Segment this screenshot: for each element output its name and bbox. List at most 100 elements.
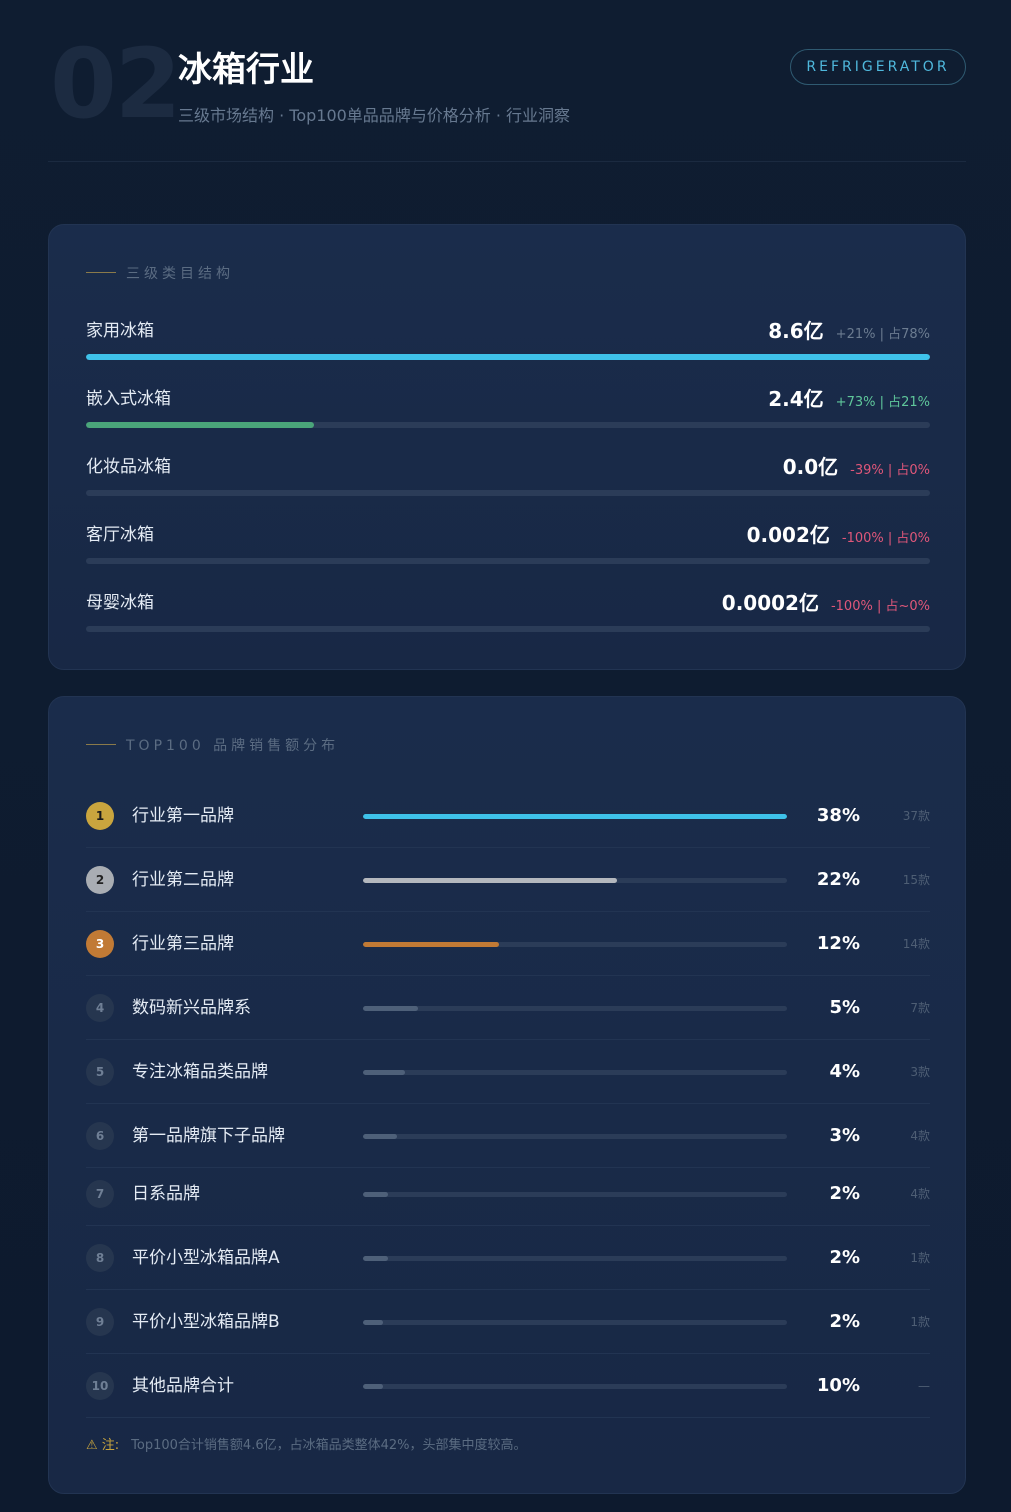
brand-share-percent: 22% bbox=[816, 869, 860, 890]
category-badge: REFRIGERATOR bbox=[790, 49, 966, 85]
category-structure-card: 三级类目结构 家用冰箱 8.6亿 +21% | 占78% 嵌入式冰箱 2.4亿 +73% … bbox=[48, 224, 966, 670]
category-sales-value: 0.002亿 bbox=[746, 523, 830, 547]
brand-sku-count: 1款 bbox=[910, 1251, 930, 1265]
brand-share-bar bbox=[363, 814, 787, 819]
brand-share-fill bbox=[363, 1320, 384, 1325]
brand-share-fill bbox=[363, 878, 618, 883]
brand-name: 平价小型冰箱品牌B bbox=[132, 1312, 280, 1332]
brand-share-fill bbox=[363, 814, 787, 819]
brand-sku-count: 4款 bbox=[910, 1129, 930, 1143]
dash-icon bbox=[86, 743, 116, 745]
category-name: 嵌入式冰箱 bbox=[86, 389, 171, 409]
brand-name: 其他品牌合计 bbox=[132, 1376, 234, 1396]
category-name: 母婴冰箱 bbox=[86, 593, 154, 613]
category-sales-value: 2.4亿 bbox=[768, 387, 824, 411]
rank-badge: 3 bbox=[86, 930, 114, 958]
brand-name: 平价小型冰箱品牌A bbox=[132, 1248, 280, 1268]
category-share-fill bbox=[86, 354, 930, 360]
rank-badge: 2 bbox=[86, 866, 114, 894]
category-share-bar bbox=[86, 354, 930, 360]
brand-row: 1 行业第一品牌 38% 37款 bbox=[86, 784, 930, 848]
brand-row: 4 数码新兴品牌系 5% 7款 bbox=[86, 976, 930, 1040]
brand-row: 10 其他品牌合计 10% — bbox=[86, 1354, 930, 1418]
category-growth-share: -100% | 占~0% bbox=[830, 599, 930, 614]
brand-share-bar bbox=[363, 942, 787, 947]
dash-icon bbox=[86, 271, 116, 273]
category-sales-value: 0.0002亿 bbox=[721, 591, 819, 615]
brand-share-bar bbox=[363, 1192, 787, 1197]
brand-name: 日系品牌 bbox=[132, 1184, 200, 1204]
section-label-text: TOP100 品牌销售额分布 bbox=[126, 738, 340, 754]
category-row: 客厅冰箱 0.002亿 -100% | 占0% bbox=[86, 522, 930, 572]
brand-share-bar bbox=[363, 1384, 787, 1389]
category-share-fill bbox=[86, 422, 314, 428]
rank-badge: 9 bbox=[86, 1308, 114, 1336]
brand-share-fill bbox=[363, 1384, 384, 1389]
brand-name: 数码新兴品牌系 bbox=[132, 998, 251, 1018]
category-sales-value: 0.0亿 bbox=[782, 455, 839, 479]
rank-badge: 1 bbox=[86, 802, 114, 830]
rank-badge: 10 bbox=[86, 1372, 114, 1400]
brand-sku-count: 37款 bbox=[902, 809, 930, 823]
brand-share-percent: 2% bbox=[829, 1247, 860, 1268]
brand-share-percent: 2% bbox=[829, 1183, 860, 1204]
brand-share-bar bbox=[363, 878, 787, 883]
section-label: TOP100 品牌销售额分布 bbox=[86, 736, 339, 756]
brand-sku-count: 15款 bbox=[902, 873, 930, 887]
category-share-bar bbox=[86, 626, 930, 632]
category-name: 客厅冰箱 bbox=[86, 525, 154, 545]
brand-name: 第一品牌旗下子品牌 bbox=[132, 1126, 285, 1146]
brand-share-fill bbox=[363, 1134, 397, 1139]
category-stats: 2.4亿 +73% | 占21% bbox=[768, 386, 930, 416]
category-stats: 8.6亿 +21% | 占78% bbox=[768, 318, 930, 348]
category-row: 家用冰箱 8.6亿 +21% | 占78% bbox=[86, 318, 930, 368]
category-row: 母婴冰箱 0.0002亿 -100% | 占~0% bbox=[86, 590, 930, 640]
category-growth-share: +21% | 占78% bbox=[835, 327, 930, 342]
rank-badge: 8 bbox=[86, 1244, 114, 1272]
category-name: 化妆品冰箱 bbox=[86, 457, 171, 477]
brand-sku-count: — bbox=[918, 1379, 930, 1393]
page-header: 02 冰箱行业 三级市场结构 · Top100单品品牌与价格分析 · 行业洞察 … bbox=[48, 34, 966, 162]
category-stats: 0.0002亿 -100% | 占~0% bbox=[722, 590, 930, 620]
category-growth-share: +73% | 占21% bbox=[835, 395, 930, 410]
category-sales-value: 8.6亿 bbox=[768, 319, 824, 343]
brand-share-percent: 3% bbox=[829, 1125, 860, 1146]
footnote: ⚠ 注: Top100合计销售额4.6亿，占冰箱品类整体42%，头部集中度较高。 bbox=[86, 1435, 527, 1457]
section-label-text: 三级类目结构 bbox=[126, 266, 234, 282]
brand-share-percent: 4% bbox=[829, 1061, 860, 1082]
rank-badge: 5 bbox=[86, 1058, 114, 1086]
section-number: 02 bbox=[50, 28, 182, 140]
rank-badge: 4 bbox=[86, 994, 114, 1022]
brand-distribution-card: TOP100 品牌销售额分布 1 行业第一品牌 38% 37款 2 行业第二品牌 22% 15… bbox=[48, 696, 966, 1494]
brand-share-fill bbox=[363, 1192, 388, 1197]
brand-row: 8 平价小型冰箱品牌A 2% 1款 bbox=[86, 1226, 930, 1290]
brand-share-bar bbox=[363, 1256, 787, 1261]
brand-share-fill bbox=[363, 1006, 419, 1011]
brand-sku-count: 3款 bbox=[910, 1065, 930, 1079]
brand-name: 行业第三品牌 bbox=[132, 934, 234, 954]
category-share-bar bbox=[86, 490, 930, 496]
category-growth-share: -39% | 占0% bbox=[850, 463, 930, 478]
category-stats: 0.002亿 -100% | 占0% bbox=[747, 522, 930, 552]
brand-row: 7 日系品牌 2% 4款 bbox=[86, 1162, 930, 1226]
brand-name: 行业第二品牌 bbox=[132, 870, 234, 890]
brand-share-percent: 10% bbox=[816, 1375, 860, 1396]
brand-sku-count: 7款 bbox=[910, 1001, 930, 1015]
page-title: 冰箱行业 bbox=[178, 50, 314, 90]
brand-row: 6 第一品牌旗下子品牌 3% 4款 bbox=[86, 1104, 930, 1168]
brand-sku-count: 14款 bbox=[902, 937, 930, 951]
category-row: 嵌入式冰箱 2.4亿 +73% | 占21% bbox=[86, 386, 930, 436]
brand-row: 3 行业第三品牌 12% 14款 bbox=[86, 912, 930, 976]
brand-sku-count: 1款 bbox=[910, 1315, 930, 1329]
brand-share-percent: 12% bbox=[816, 933, 860, 954]
brand-sku-count: 4款 bbox=[910, 1187, 930, 1201]
category-share-bar bbox=[86, 422, 930, 428]
rank-badge: 6 bbox=[86, 1122, 114, 1150]
category-name: 家用冰箱 bbox=[86, 321, 154, 341]
brand-share-fill bbox=[363, 1256, 388, 1261]
brand-share-percent: 5% bbox=[829, 997, 860, 1018]
brand-share-percent: 38% bbox=[816, 805, 860, 826]
brand-row: 9 平价小型冰箱品牌B 2% 1款 bbox=[86, 1290, 930, 1354]
warning-note-label: ⚠ 注: bbox=[86, 1438, 120, 1453]
